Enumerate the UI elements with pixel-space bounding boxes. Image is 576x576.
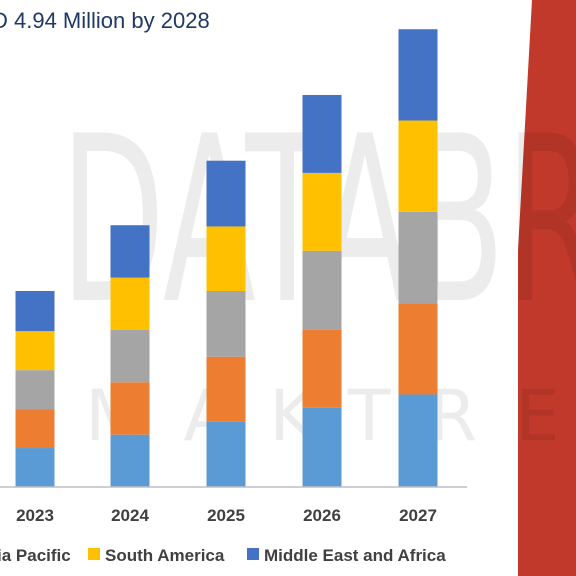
bar-segment-2025-2: [206, 356, 246, 422]
x-tick-label: 2025: [207, 506, 245, 525]
legend-label: Middle East and Africa: [264, 546, 446, 565]
legend-swatch: [88, 548, 100, 560]
bar-segment-2024-2: [110, 382, 150, 435]
chart-subtitle: D 4.94 Million by 2028: [0, 8, 210, 33]
bar-segment-2023-5: [15, 290, 55, 332]
bar-segment-2027-3: [398, 211, 438, 304]
legend-label: South America: [105, 546, 225, 565]
bar-segment-2025-3: [206, 290, 246, 357]
bar-segment-2024-4: [110, 277, 150, 330]
red-accent-shape: [518, 0, 576, 576]
bar-segment-2026-5: [302, 94, 342, 173]
x-tick-label: 2023: [16, 506, 54, 525]
bar-segment-2026-3: [302, 250, 342, 330]
bar-segment-2024-5: [110, 225, 150, 278]
bar-segment-2027-2: [398, 303, 438, 395]
x-tick-label: 2027: [399, 506, 437, 525]
x-tick-label: 2026: [303, 506, 341, 525]
legend: ia Pacific South America Middle East and A…: [0, 546, 446, 565]
legend-label: ia Pacific: [0, 546, 71, 565]
bar-segment-2026-1: [302, 407, 342, 487]
bar-group: [15, 29, 438, 487]
bar-segment-2023-4: [15, 331, 55, 371]
bar-segment-2023-3: [15, 370, 55, 410]
x-tick-labels: 2023 2024 2025 2026 2027: [16, 506, 437, 525]
bar-segment-2025-1: [206, 421, 246, 487]
bar-segment-2025-4: [206, 226, 246, 291]
bar-segment-2027-1: [398, 394, 438, 487]
legend-swatch: [247, 548, 259, 560]
bar-segment-2024-3: [110, 329, 150, 383]
x-tick-label: 2024: [111, 506, 149, 525]
bar-segment-2026-2: [302, 329, 342, 408]
bar-segment-2024-1: [110, 434, 150, 487]
bar-segment-2023-2: [15, 409, 55, 449]
bar-segment-2027-5: [398, 29, 438, 121]
bar-segment-2027-4: [398, 120, 438, 212]
bar-segment-2025-5: [206, 160, 246, 227]
bar-segment-2023-1: [15, 448, 55, 487]
bar-segment-2026-4: [302, 172, 342, 251]
